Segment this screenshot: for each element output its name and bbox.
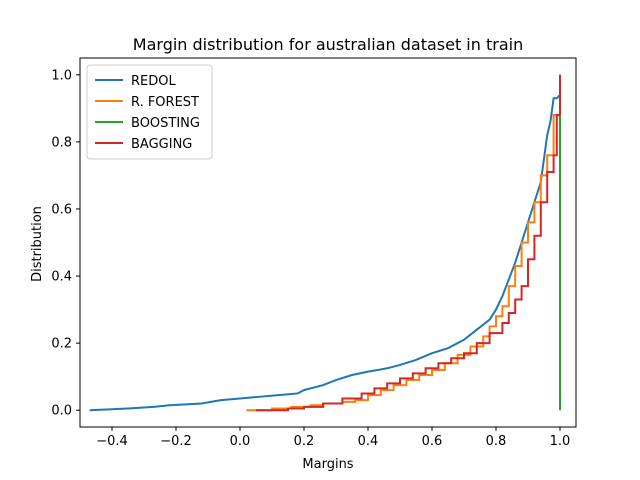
y-tick-label: 0.2 — [51, 337, 72, 352]
x-tick-label: −0.2 — [160, 434, 192, 449]
y-tick-label: 0.4 — [51, 270, 72, 285]
series-line-bagging — [256, 74, 561, 412]
x-axis-label: Margins — [302, 457, 353, 472]
legend-label: BAGGING — [131, 137, 192, 152]
chart-title: Margin distribution for australian datas… — [133, 35, 523, 54]
x-tick-label: −0.4 — [96, 434, 128, 449]
x-tick-label: 0.6 — [422, 434, 443, 449]
y-tick-label: 0.6 — [51, 202, 72, 217]
legend-box — [86, 64, 213, 160]
legend-label: BOOSTING — [131, 116, 200, 131]
plot-area: −0.4 −0.2 0.0 0.2 0.4 0.6 0.8 1.0 0.0 0.2 0.4 0.6 0.… — [51, 57, 577, 449]
y-tick-label: 0.8 — [51, 135, 72, 150]
x-tick-label: 0.4 — [358, 434, 379, 449]
y-tick-label: 0.0 — [51, 404, 72, 419]
y-axis-label: Distribution — [30, 206, 45, 282]
legend-label: R. FOREST — [131, 95, 199, 110]
axes-frame — [79, 57, 577, 428]
x-tick-label: 0.2 — [294, 434, 315, 449]
x-tick-label: 1.0 — [550, 434, 571, 449]
legend: REDOL R. FOREST BOOSTING BAGGING — [86, 64, 213, 160]
x-tick-label: 0.8 — [486, 434, 507, 449]
legend-label: REDOL — [131, 74, 176, 89]
y-tick-label: 1.0 — [51, 68, 72, 83]
x-tick-label: 0.0 — [230, 434, 251, 449]
